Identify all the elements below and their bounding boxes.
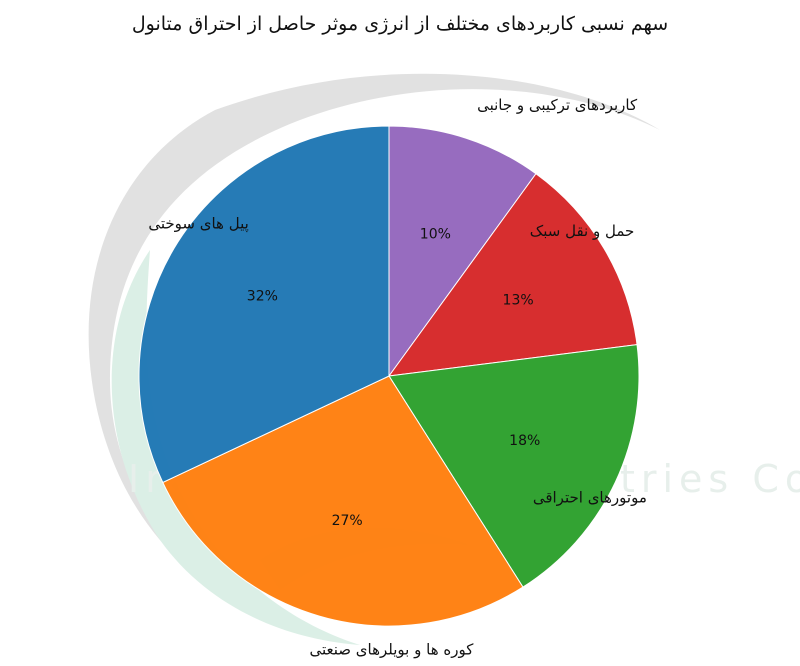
pie-category-labels: کاربردهای ترکیبی و جانبی حمل و نقل سبک موت… [148, 96, 647, 659]
slice-percent-label: 32% [247, 289, 278, 305]
slice-category-label: موتورهای احتراقی [533, 488, 647, 506]
slice-category-label: کوره ها و بویلرهای صنعتی [309, 641, 474, 659]
watermark-swoosh-green [111, 250, 360, 645]
slice-percent-label: 13% [503, 293, 534, 309]
slice-percent-label: 27% [332, 513, 363, 529]
pie-slice [387, 173, 638, 377]
slice-percent-label: 18% [509, 433, 540, 449]
pie-slice [162, 375, 524, 627]
slice-category-label: حمل و نقل سبک [530, 222, 635, 240]
chart-title: سهم نسبی کاربردهای مختلف از انرژی موثر ح… [132, 13, 668, 35]
pie-slices [138, 125, 640, 627]
slice-percent-label: 10% [420, 226, 451, 242]
pie-percent-labels: 10% 13% 18% 27% 32% [247, 226, 540, 529]
pie-slice [388, 125, 537, 378]
slice-category-label: کاربردهای ترکیبی و جانبی [477, 96, 638, 114]
pie-slice [388, 344, 640, 588]
pie-slice [138, 125, 390, 484]
slice-category-label: پیل های سوختی [148, 214, 248, 233]
